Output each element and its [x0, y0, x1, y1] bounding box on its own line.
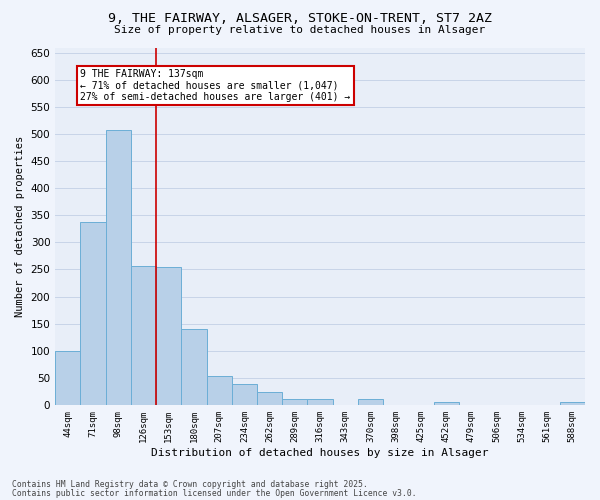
Bar — [257, 392, 282, 405]
Text: Size of property relative to detached houses in Alsager: Size of property relative to detached ho… — [115, 25, 485, 35]
Bar — [434, 402, 459, 405]
Text: Contains public sector information licensed under the Open Government Licence v3: Contains public sector information licen… — [12, 488, 416, 498]
Bar — [156, 267, 181, 405]
Bar — [181, 329, 206, 405]
Bar — [206, 376, 232, 405]
Text: Contains HM Land Registry data © Crown copyright and database right 2025.: Contains HM Land Registry data © Crown c… — [12, 480, 368, 489]
Bar — [106, 130, 131, 405]
Bar — [358, 400, 383, 405]
Text: 9 THE FAIRWAY: 137sqm
← 71% of detached houses are smaller (1,047)
27% of semi-d: 9 THE FAIRWAY: 137sqm ← 71% of detached … — [80, 69, 350, 102]
Bar — [560, 402, 585, 405]
X-axis label: Distribution of detached houses by size in Alsager: Distribution of detached houses by size … — [151, 448, 489, 458]
Text: 9, THE FAIRWAY, ALSAGER, STOKE-ON-TRENT, ST7 2AZ: 9, THE FAIRWAY, ALSAGER, STOKE-ON-TRENT,… — [108, 12, 492, 26]
Bar — [282, 400, 307, 405]
Bar — [307, 400, 332, 405]
Bar — [131, 266, 156, 405]
Bar — [55, 350, 80, 405]
Bar — [232, 384, 257, 405]
Y-axis label: Number of detached properties: Number of detached properties — [15, 136, 25, 317]
Bar — [80, 222, 106, 405]
